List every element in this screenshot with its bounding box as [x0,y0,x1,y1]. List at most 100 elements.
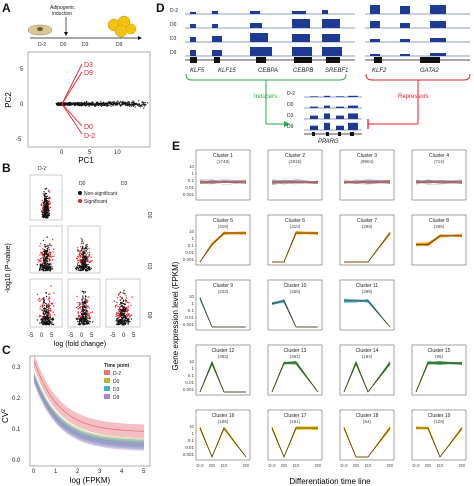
chip-peak [212,24,218,28]
pca-point [107,104,109,106]
volcano-point [45,215,48,217]
chip-tracks-pparg [304,95,362,131]
cluster-mean-profile [199,427,247,459]
volcano-point [81,313,83,315]
volcano-point [44,251,47,253]
cv-legend-swatch-d9 [104,394,110,399]
cv-band-d3 [34,372,144,450]
volcano-point [47,310,50,312]
chip-peak [324,105,330,108]
volcano-point [117,305,119,308]
volcano-point [125,299,128,302]
pca-arrow-d-2 [61,103,83,135]
volcano-point [80,303,82,305]
volcano-point [40,204,42,206]
volcano-point [46,269,48,272]
pca-point [131,101,133,103]
volcano-point [120,314,122,317]
pca-point [74,104,76,107]
pca-point [128,104,130,106]
volcano-point [80,317,83,320]
volcano-point [83,255,86,257]
volcano-point [86,307,88,309]
volcano-point [88,261,91,264]
volcano-point [126,301,129,303]
volcano-point [46,314,48,316]
volcano-x-tick-b2: 5 [90,333,94,339]
chip-peak [190,12,196,14]
cluster-mean-profile [344,300,391,328]
volcano-point [119,306,121,308]
chip-peak [190,50,196,56]
volcano-point [84,306,87,309]
cluster-count: (258) [290,289,301,294]
volcano-point [124,307,127,309]
pca-point [93,103,95,105]
volcano-point [84,298,86,300]
volcano-point [85,296,87,298]
pca-point [114,101,116,103]
chip-peak [310,96,318,97]
gene-exon [374,57,382,63]
pparg-exon-3 [338,132,341,136]
volcano-point [36,264,38,266]
volcano-point [45,306,48,308]
gene-klf2: KLF2 [372,68,387,74]
gene-exon [190,57,197,63]
legend-dot-nonsig [78,191,82,195]
volcano-point [87,306,90,308]
pca-point [140,106,142,108]
volcano-point [40,243,42,245]
volcano-point [81,299,83,301]
cluster-x-tick: D-2 [196,463,204,468]
cluster-frame [267,409,323,461]
volcano-point [48,214,50,217]
volcano-point [119,291,122,293]
volcano-point [80,237,82,239]
pca-point [131,104,134,106]
gene-klf5: KLF5 [190,68,205,74]
cluster-mean-profile [199,361,246,393]
pca-point [121,102,123,104]
panel-a: A Adipogenic induction D-2 D0 D3 D9 [2,1,151,165]
volcano-point [85,320,87,322]
gene-gata2: GATA2 [420,68,439,74]
cluster-x-tick: D3 [221,463,227,468]
volcano-point [76,247,79,249]
volcano-point [119,299,121,301]
volcano-point [46,257,49,260]
induction-text-line1: Adipogenic [50,5,75,11]
volcano-point [120,311,122,313]
chip-peak [430,38,446,42]
volcano-point [84,302,86,304]
volcano-point [46,207,49,210]
volcano-point [129,320,131,323]
pca-x-tick-5: 5 [88,150,92,156]
volcano-point [44,192,46,195]
volcano-point [83,264,85,267]
volcano-point [42,209,44,211]
volcano-point [53,248,55,250]
volcano-point [83,324,85,326]
volcano-point [40,260,42,262]
volcano-point [80,308,82,311]
volcano-point [44,261,46,264]
volcano-point [45,208,47,211]
cluster-title: Cluster 8 [429,218,449,224]
cluster-count: (319) [218,224,229,229]
volcano-point [79,306,81,309]
pparg-exon-1 [312,132,315,136]
volcano-point [46,311,48,313]
volcano-point [79,302,81,304]
pca-point [144,102,147,104]
stage-label-2: D3 [82,42,89,48]
cluster-count: (265) [434,224,445,229]
pca-arrow-label-d-2: D-2 [84,133,95,140]
cluster-count: (2815) [288,159,302,164]
volcano-point [51,255,53,258]
volcano-point [126,318,128,320]
volcano-point [116,304,118,306]
volcano-point [123,313,126,315]
chip-peak [250,23,262,28]
volcano-point [51,319,53,321]
